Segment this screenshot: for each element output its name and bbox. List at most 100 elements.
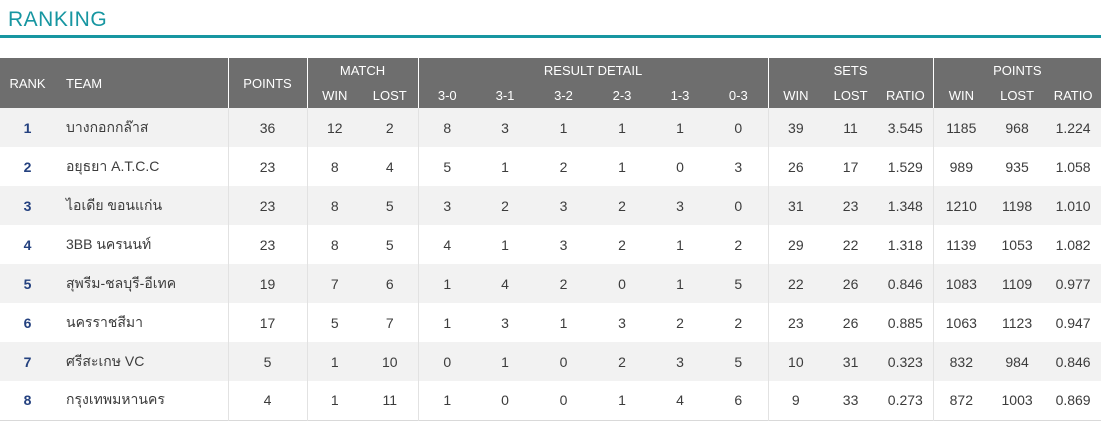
sets-ratio-cell: 0.323: [887, 353, 923, 370]
result-2-3-cell: 1: [618, 158, 626, 175]
result-3-0-cell: 0: [417, 342, 477, 381]
match-lost-cell: 4: [385, 158, 394, 175]
rank-cell: 7: [23, 353, 32, 370]
points-ratio-cell: 1.058: [1055, 158, 1091, 175]
sets-win-cell: 23: [767, 303, 824, 342]
match-win-cell: 8: [306, 225, 362, 264]
points-ratio-cell: 1.082: [1055, 236, 1091, 253]
points-cell: 23: [227, 186, 307, 225]
result-3-2-cell: 1: [559, 119, 568, 136]
result-2-3-cell: 2: [618, 197, 626, 214]
result-1-3-cell: 4: [676, 392, 684, 409]
sets-ratio-cell: 1.348: [887, 197, 923, 214]
result-2-3-cell: 0: [618, 275, 626, 292]
team-name-cell: ไอเดีย ขอนแก่น: [66, 196, 163, 213]
sets-ratio-cell: 0.885: [887, 314, 923, 331]
rank-cell: 6: [23, 314, 32, 331]
points-cell: 17: [227, 303, 307, 342]
match-win-cell: 12: [306, 108, 362, 147]
points-lost-cell: 1198: [1002, 197, 1033, 214]
result-0-3-cell: 2: [734, 236, 743, 253]
team-name-cell: อยุธยา A.T.C.C: [66, 157, 160, 174]
table-row: 2 อยุธยา A.T.C.C 23 8 4 5 1 2 1 0 3 26 1…: [0, 147, 1101, 186]
match-win-cell: 8: [306, 147, 362, 186]
col-header-points: POINTS: [227, 58, 307, 108]
match-win-cell: 5: [306, 303, 362, 342]
points-cell: 5: [227, 342, 307, 381]
sets-lost-cell: 31: [842, 353, 859, 370]
sets-lost-cell: 23: [842, 197, 859, 214]
result-0-3-cell: 5: [734, 275, 743, 292]
result-1-3-cell: 1: [676, 119, 684, 136]
result-0-3-cell: 6: [734, 392, 743, 409]
col-header-sets-win: WIN: [767, 83, 824, 108]
team-name-cell: กรุงเทพมหานคร: [66, 391, 165, 408]
points-lost-cell: 984: [1005, 353, 1029, 370]
rank-cell: 8: [23, 392, 32, 409]
sets-win-cell: 26: [767, 147, 824, 186]
points-ratio-cell: 0.846: [1055, 353, 1091, 370]
col-header-result-0-3: 0-3: [709, 83, 769, 108]
result-3-2-cell: 3: [559, 236, 568, 253]
result-1-3-cell: 3: [676, 353, 684, 370]
ranking-table-body: 1 บางกอกกล๊าส 36 12 2 8 3 1 1 1 0 39 11 …: [0, 108, 1101, 420]
match-lost-cell: 6: [385, 275, 394, 292]
result-0-3-cell: 2: [734, 314, 743, 331]
result-3-2-cell: 2: [559, 275, 568, 292]
result-0-3-cell: 0: [734, 119, 743, 136]
sets-win-cell: 9: [767, 381, 824, 420]
rank-cell: 3: [23, 197, 32, 214]
match-lost-cell: 7: [385, 314, 394, 331]
title-rule-divider: [0, 35, 1101, 38]
result-3-0-cell: 1: [417, 381, 477, 420]
points-cell: 19: [227, 264, 307, 303]
points-lost-cell: 1123: [1002, 314, 1033, 331]
result-1-3-cell: 0: [676, 158, 684, 175]
match-win-cell: 1: [306, 381, 362, 420]
points-lost-cell: 1003: [1001, 392, 1033, 409]
rank-cell: 1: [23, 119, 32, 136]
points-ratio-cell: 0.869: [1055, 392, 1091, 409]
points-win-cell: 832: [932, 342, 990, 381]
sets-ratio-cell: 1.318: [887, 236, 923, 253]
rank-cell: 4: [23, 236, 32, 253]
sets-ratio-cell: 0.846: [887, 275, 923, 292]
sets-lost-cell: 33: [842, 392, 859, 409]
result-1-3-cell: 2: [676, 314, 684, 331]
table-row: 6 นครราชสีมา 17 5 7 1 3 1 3 2 2 23 26 0.…: [0, 303, 1101, 342]
col-header-result-2-3: 2-3: [593, 83, 652, 108]
match-lost-cell: 2: [385, 119, 394, 136]
table-row: 3 ไอเดีย ขอนแก่น 23 8 5 3 2 3 2 3 0 31 2…: [0, 186, 1101, 225]
group-header-result-detail: RESULT DETAIL: [417, 58, 769, 83]
points-lost-cell: 1109: [1002, 275, 1033, 292]
sets-win-cell: 31: [767, 186, 824, 225]
sets-lost-cell: 17: [842, 158, 859, 175]
col-header-points-win: WIN: [932, 83, 990, 108]
result-3-0-cell: 3: [417, 186, 477, 225]
points-win-cell: 1210: [932, 186, 990, 225]
points-cell: 23: [227, 225, 307, 264]
result-1-3-cell: 1: [676, 236, 684, 253]
rank-cell: 2: [23, 158, 32, 175]
points-win-cell: 872: [932, 381, 990, 420]
sets-win-cell: 10: [767, 342, 824, 381]
result-0-3-cell: 5: [734, 353, 743, 370]
match-lost-cell: 5: [385, 236, 394, 253]
points-cell: 36: [227, 108, 307, 147]
table-row: 8 กรุงเทพมหานคร 4 1 11 1 0 0 1 4 6 9 33 …: [0, 381, 1101, 420]
match-lost-cell: 5: [385, 197, 394, 214]
result-3-0-cell: 1: [417, 264, 477, 303]
rank-cell: 5: [23, 275, 32, 292]
match-lost-cell: 11: [382, 392, 398, 409]
table-row: 1 บางกอกกล๊าส 36 12 2 8 3 1 1 1 0 39 11 …: [0, 108, 1101, 147]
points-win-cell: 1083: [932, 264, 990, 303]
table-row: 7 ศรีสะเกษ VC 5 1 10 0 1 0 2 3 5 10 31 0…: [0, 342, 1101, 381]
result-3-2-cell: 2: [559, 158, 568, 175]
match-win-cell: 1: [306, 342, 362, 381]
result-3-1-cell: 3: [501, 314, 509, 331]
points-lost-cell: 1053: [1001, 236, 1033, 253]
col-header-rank: RANK: [0, 58, 55, 108]
team-name-cell: 3BB นครนนท์: [66, 235, 152, 252]
col-header-points-ratio: RATIO: [1045, 83, 1101, 108]
points-lost-cell: 935: [1005, 158, 1029, 175]
